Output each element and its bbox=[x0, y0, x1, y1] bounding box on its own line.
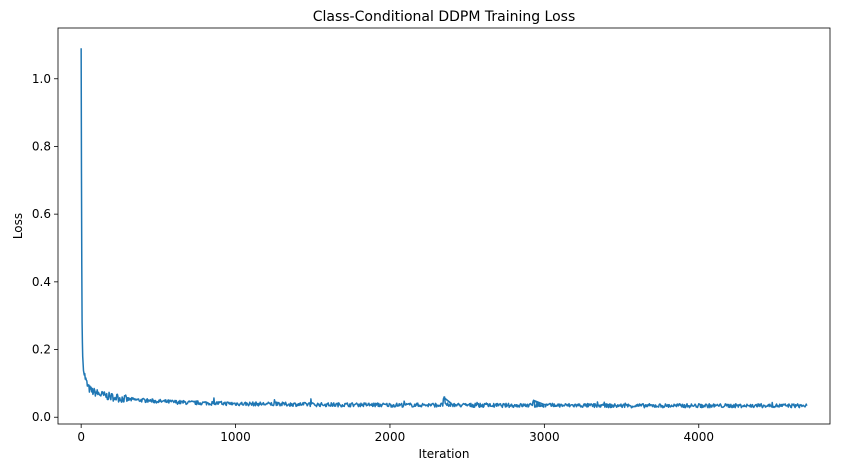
plot-area: 0 1000 2000 3000 4000 0.0 0.2 0.4 0.6 0.8 1.0 bbox=[32, 27, 831, 444]
y-tick-label: 0.8 bbox=[32, 139, 51, 153]
x-tick-label: 2000 bbox=[375, 430, 406, 444]
y-tick-label: 0.0 bbox=[32, 410, 51, 424]
x-tick-label: 0 bbox=[77, 430, 85, 444]
y-tick-label: 0.2 bbox=[32, 343, 51, 357]
x-tick-label: 4000 bbox=[683, 430, 714, 444]
chart-title: Class-Conditional DDPM Training Loss bbox=[313, 9, 576, 25]
plot-frame bbox=[57, 27, 831, 425]
y-tick-label: 0.6 bbox=[32, 207, 51, 221]
x-tick-label: 1000 bbox=[220, 430, 251, 444]
y-axis-label: Loss bbox=[11, 213, 25, 239]
loss-series-line bbox=[80, 48, 808, 409]
y-tick-label: 1.0 bbox=[32, 72, 51, 86]
x-axis-label: Iteration bbox=[419, 447, 470, 461]
y-tick-label: 0.4 bbox=[32, 275, 51, 289]
x-tick-label: 3000 bbox=[529, 430, 560, 444]
